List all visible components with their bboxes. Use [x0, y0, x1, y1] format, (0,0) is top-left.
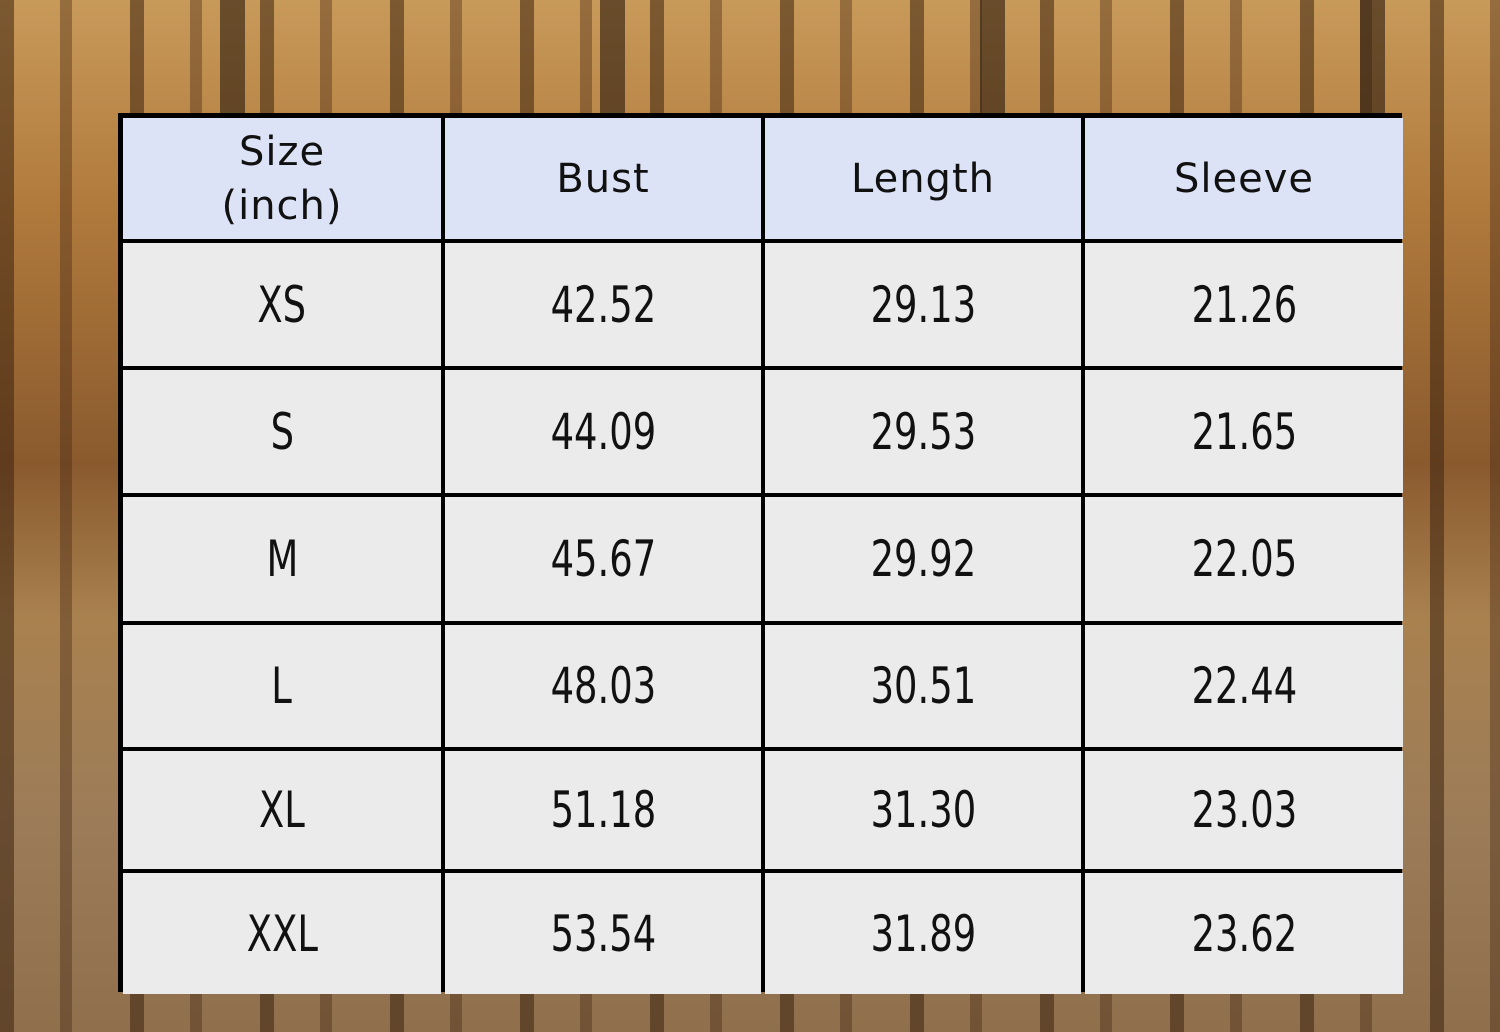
header-length: Length — [765, 118, 1081, 239]
table-cell-size: S — [123, 370, 441, 493]
cell-value: 21.26 — [1191, 275, 1297, 334]
table-cell-sleeve: 22.44 — [1085, 625, 1403, 747]
cell-value: 29.13 — [870, 275, 976, 334]
cell-value: 51.18 — [550, 781, 656, 839]
cell-value: M — [266, 530, 298, 588]
table-cell-length: 29.13 — [765, 243, 1081, 366]
table-cell-length: 31.89 — [765, 873, 1081, 994]
cell-value: S — [270, 402, 294, 461]
cell-value: 48.03 — [550, 657, 656, 715]
table-cell-sleeve: 21.26 — [1085, 243, 1403, 366]
table-cell-size: XXL — [123, 873, 441, 994]
table-cell-sleeve: 22.05 — [1085, 497, 1403, 621]
cell-value: 30.51 — [870, 657, 976, 715]
header-length-label: Length — [851, 155, 995, 202]
table-cell-bust: 42.52 — [445, 243, 761, 366]
table-cell-sleeve: 23.62 — [1085, 873, 1403, 994]
cell-value: L — [271, 657, 293, 715]
table-cell-size: XL — [123, 751, 441, 869]
cell-value: 22.05 — [1191, 530, 1297, 588]
cell-value: 42.52 — [550, 275, 656, 334]
cell-value: 31.89 — [870, 904, 976, 963]
cell-value: 29.92 — [870, 530, 976, 588]
table-cell-bust: 48.03 — [445, 625, 761, 747]
cell-value: XS — [257, 275, 307, 334]
table-cell-size: XS — [123, 243, 441, 366]
size-chart-table: Size (inch) Bust Length Sleeve XS 42.52 29.… — [118, 113, 1403, 994]
header-sleeve: Sleeve — [1085, 118, 1403, 239]
table-cell-size: M — [123, 497, 441, 621]
table-cell-bust: 44.09 — [445, 370, 761, 493]
cell-value: 53.54 — [550, 904, 656, 963]
header-bust-label: Bust — [556, 155, 650, 202]
header-bust: Bust — [445, 118, 761, 239]
cell-value: 45.67 — [550, 530, 656, 588]
header-size-line2: (inch) — [221, 182, 343, 229]
table-cell-size: L — [123, 625, 441, 747]
cell-value: 23.62 — [1191, 904, 1297, 963]
table-cell-length: 29.53 — [765, 370, 1081, 493]
cell-value: 31.30 — [870, 781, 976, 839]
table-cell-length: 31.30 — [765, 751, 1081, 869]
cell-value: 21.65 — [1191, 402, 1297, 461]
header-size: Size (inch) — [123, 118, 441, 239]
cell-value: 44.09 — [550, 402, 656, 461]
table-cell-sleeve: 23.03 — [1085, 751, 1403, 869]
cell-value: XXL — [246, 904, 318, 963]
cell-value: 22.44 — [1191, 657, 1297, 715]
table-cell-bust: 45.67 — [445, 497, 761, 621]
table-cell-bust: 53.54 — [445, 873, 761, 994]
table-cell-length: 29.92 — [765, 497, 1081, 621]
table-cell-bust: 51.18 — [445, 751, 761, 869]
table-cell-length: 30.51 — [765, 625, 1081, 747]
cell-value: XL — [259, 781, 305, 839]
cell-value: 23.03 — [1191, 781, 1297, 839]
header-sleeve-label: Sleeve — [1173, 155, 1314, 202]
cell-value: 29.53 — [870, 402, 976, 461]
header-size-line1: Size — [238, 128, 326, 175]
table-cell-sleeve: 21.65 — [1085, 370, 1403, 493]
